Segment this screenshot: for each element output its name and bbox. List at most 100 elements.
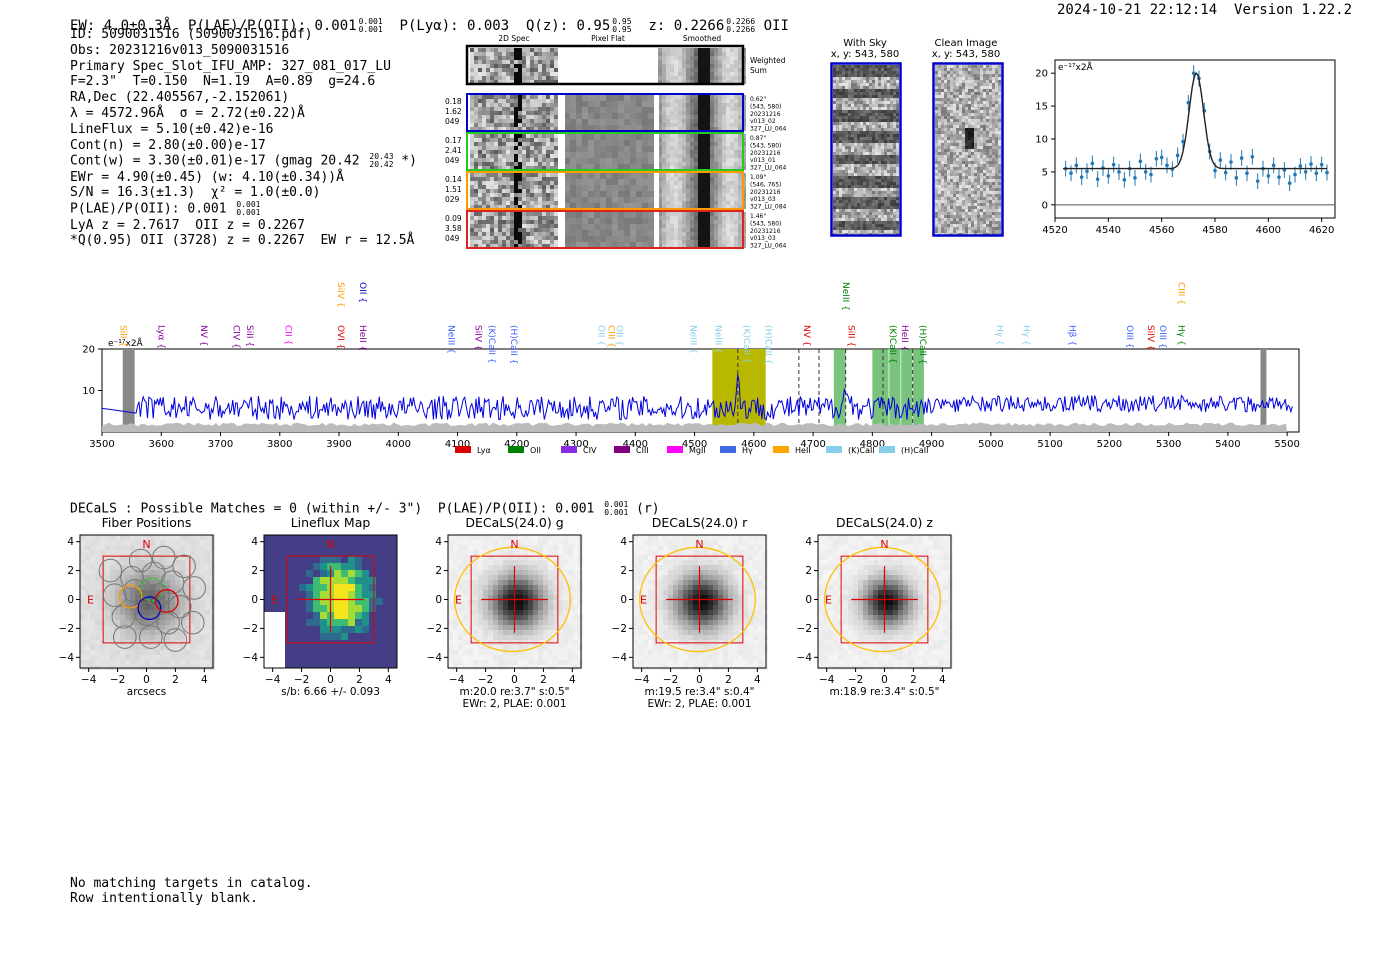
header-timestamp: 2024-10-21 22:12:14 Version 1.22.2 xyxy=(1057,2,1353,18)
spectral-line-label: Hγ { xyxy=(1020,325,1030,346)
fiber-row-meta: 20231216 xyxy=(750,150,781,157)
footer-line-1: No matching targets in catalog. xyxy=(70,876,313,891)
spectral-line-label: (H)CaII { xyxy=(508,325,518,365)
fiber-circle xyxy=(134,602,159,626)
panel-caption: m:20.0 re:3.7" s:0.5" xyxy=(460,686,570,698)
legend-label: HeII xyxy=(795,446,811,455)
line-fit-plot: 4520 4540 4560 4580 4600 4620 0 5 10 15 20 e⁻¹⁷x2Å xyxy=(1035,59,1336,235)
spectrum-xtick: 3700 xyxy=(208,439,233,450)
compass-east: E xyxy=(455,594,462,607)
spectral-line-label: Hβ { xyxy=(1067,325,1077,346)
fit-point xyxy=(1277,175,1281,179)
info-contw: Cont(w) = 3.30(±0.01)e-17 (gmag 20.42 20… xyxy=(70,152,417,170)
header-summary: EW: 4.0±0.3Å P(LAE)/P(OII): 0.001 0.001 0.… xyxy=(70,17,789,35)
panel-xtick: −4 xyxy=(265,674,281,686)
fiber-row-meta: (543, 580) xyxy=(750,142,781,149)
fiber-circle xyxy=(156,610,180,635)
selected-fiber-circle xyxy=(137,596,162,621)
fiber-row-meta: 327_LU_064 xyxy=(750,243,787,250)
spectral-line-label: NeIII { xyxy=(840,282,850,311)
compass-north: N xyxy=(510,538,518,551)
legend-swatch xyxy=(508,446,524,453)
legend-label: OII xyxy=(530,446,541,455)
spectrum-xtick: 5300 xyxy=(1156,439,1181,450)
fit-point xyxy=(1069,171,1073,176)
fit-point xyxy=(1319,162,1324,167)
legend-label: CIII xyxy=(636,446,649,455)
compass-east: E xyxy=(87,594,94,607)
masked-region xyxy=(122,349,135,432)
fiber-row-stat: 0.14 xyxy=(445,175,462,184)
detection-info: ID: 5090031516 (5090031516.pdf) Obs: 202… xyxy=(70,27,417,249)
panel-ytick: −2 xyxy=(427,623,442,635)
spectral-line-label: SiII { xyxy=(846,325,856,347)
weighted-label: Sum xyxy=(750,66,767,75)
info-lya: LyA z = 2.7617 OII z = 0.2267 xyxy=(70,217,305,233)
info-radec: RA,Dec (22.405567,-2.152061) xyxy=(70,90,290,106)
fiber-circle xyxy=(123,579,147,603)
panel-xtick: 2 xyxy=(910,674,917,686)
fiber-row-frame xyxy=(466,93,744,132)
fit-point xyxy=(1218,158,1223,162)
panel-xtick: −4 xyxy=(81,674,97,686)
panel-xtick: −2 xyxy=(110,674,125,686)
fiber-circle xyxy=(182,576,206,600)
info-ewr: EWr = 4.90(±0.45) (w: 4.10(±0.34))Å xyxy=(70,169,344,185)
spectral-line-label: OVI { xyxy=(335,325,345,349)
fit-point xyxy=(1074,163,1079,168)
fiber-circle xyxy=(152,545,176,570)
fit-point xyxy=(1325,170,1329,175)
panel-ytick: −4 xyxy=(612,652,628,664)
fit-point xyxy=(1298,164,1303,168)
fit-point xyxy=(1234,176,1239,180)
spectral-line-label: CIII { xyxy=(606,325,616,348)
panel-xtick: −2 xyxy=(478,674,493,686)
spectral-line-label: OIII { xyxy=(1157,325,1167,349)
fit-point xyxy=(1293,172,1297,177)
fiber-row-frame xyxy=(466,132,744,171)
legend-label: Hγ xyxy=(742,446,753,455)
aperture-box xyxy=(840,555,929,644)
fiber-circle xyxy=(146,583,170,607)
fit-ytick: 10 xyxy=(1035,135,1048,146)
fit-point xyxy=(1303,170,1308,174)
info-q: *Q(0.95) OII (3728) z = 0.2267 EW r = 12… xyxy=(70,233,415,249)
spectrum-xtick: 4200 xyxy=(504,439,529,450)
panel-ytick: 0 xyxy=(435,594,442,606)
lya-region xyxy=(712,349,766,432)
panel-xtick: −2 xyxy=(663,674,678,686)
legend-label: (K)CaII xyxy=(848,446,875,455)
spectral-line-label: (K)CaII { xyxy=(887,325,897,364)
panel-ytick: −4 xyxy=(427,652,443,664)
masked-region xyxy=(1260,349,1267,432)
fit-point xyxy=(1181,139,1185,144)
footer-line-2: Row intentionally blank. xyxy=(70,891,258,906)
panel-ytick: −2 xyxy=(797,623,812,635)
fit-xtick: 4580 xyxy=(1202,225,1227,235)
fit-point xyxy=(1245,171,1249,176)
panel-xtick: 2 xyxy=(356,674,363,686)
spectral-line-label: HeII { xyxy=(357,325,367,351)
spectral-line-label: OIII { xyxy=(1124,325,1134,349)
fit-point xyxy=(1143,170,1148,174)
panel-ytick: 2 xyxy=(805,565,812,577)
info-params: F=2.3" T=0.150 N=1.19 A=0.89 g=24.6 xyxy=(70,74,376,90)
panel-xtick: −4 xyxy=(634,674,650,686)
fiber-row-meta: (543, 580) xyxy=(750,220,781,227)
spectral-line-label: (H)CaII { xyxy=(763,325,773,365)
aperture-ellipse xyxy=(824,546,941,653)
weighted-label: Weighted xyxy=(750,56,786,65)
panel-ytick: 4 xyxy=(620,536,627,548)
panel-ytick: −2 xyxy=(59,623,74,635)
fiber-row-meta: 0.87" xyxy=(750,135,766,142)
fit-point xyxy=(1229,160,1233,164)
spectral-line-label: (K)CaII { xyxy=(741,325,751,364)
compass-east: E xyxy=(640,594,647,607)
spectrum-xtick: 4900 xyxy=(919,439,944,450)
panel-xtick: 2 xyxy=(540,674,547,686)
spectral-line-label: SiIV { xyxy=(472,325,482,351)
spectrum-xtick: 5200 xyxy=(1097,439,1122,450)
spectral-line-label: CIV { xyxy=(231,325,241,349)
selected-fiber-circle xyxy=(118,584,143,609)
spectral-line-label: SiII { xyxy=(244,325,254,347)
